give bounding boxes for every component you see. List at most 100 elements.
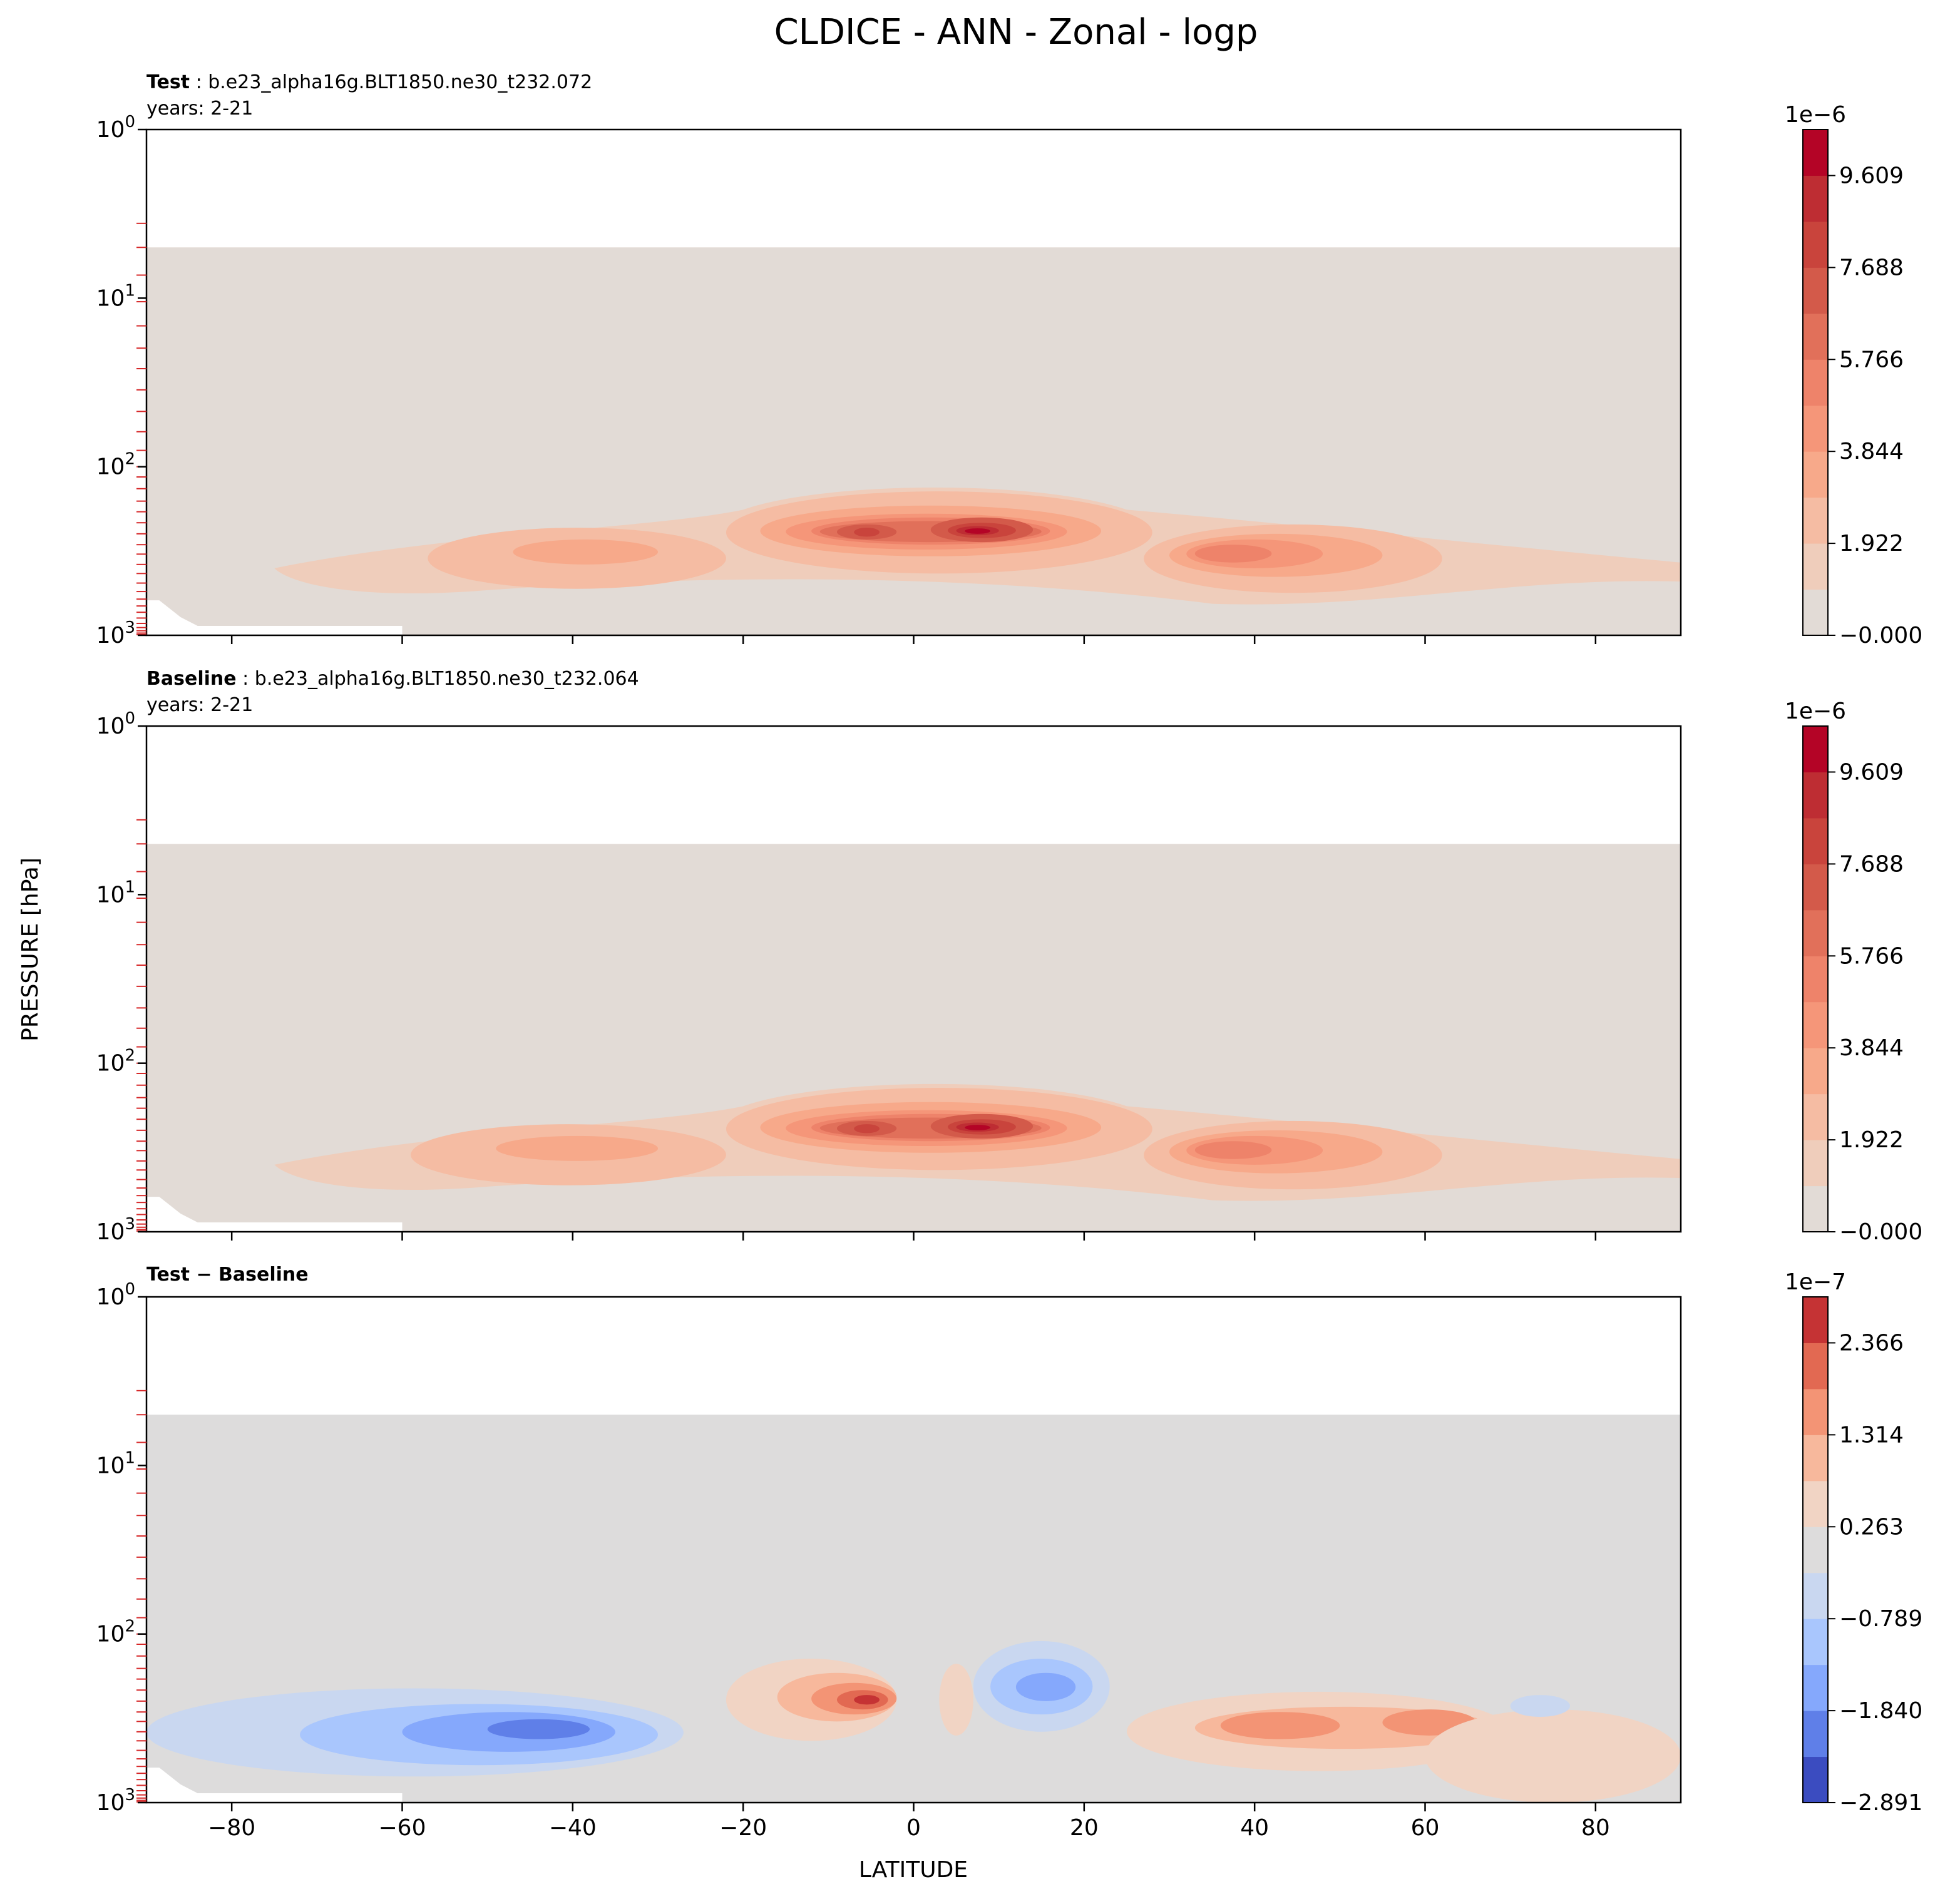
y-axis-label: PRESSURE [hPa] — [18, 857, 43, 1042]
colorbar-segment — [1803, 726, 1828, 772]
y-tick-label: 102 — [96, 1617, 135, 1647]
y-tick-label: 103 — [96, 618, 135, 648]
y-tick-exponent: 1 — [125, 1448, 135, 1467]
colorbar-tick-label: −0.789 — [1839, 1606, 1922, 1632]
y-tick-label: 102 — [96, 1047, 135, 1077]
panel-title-rest: : b.e23_alpha16g.BLT1850.ne30_t232.072 — [190, 71, 592, 93]
colorbar-segment — [1803, 1001, 1828, 1048]
y-tick-label: 101 — [96, 1448, 135, 1478]
colorbar-segment — [1803, 1480, 1828, 1527]
colorbar-segment — [1803, 1572, 1828, 1619]
colorbar-segment — [1803, 1297, 1828, 1343]
colorbar-segment — [1803, 267, 1828, 314]
colorbar-segment — [1803, 1140, 1828, 1187]
colorbar-segment — [1803, 1711, 1828, 1758]
colorbar-tick-label: 7.688 — [1839, 851, 1904, 877]
x-tick-label: 60 — [1411, 1815, 1440, 1841]
y-tick-label: 101 — [96, 281, 135, 311]
panel-subtitle: years: 2-21 — [146, 694, 253, 716]
y-tick-exponent: 1 — [125, 281, 135, 300]
contour-pos-1 — [939, 1664, 973, 1736]
panel-title: Baseline : b.e23_alpha16g.BLT1850.ne30_t… — [146, 668, 639, 690]
colorbar-tick-label: −1.840 — [1839, 1698, 1922, 1724]
colorbar-segment — [1803, 313, 1828, 360]
colorbar-tick-label: 1.922 — [1839, 531, 1904, 556]
colorbar-tick-label: 9.609 — [1839, 163, 1904, 188]
colorbar-segment — [1803, 817, 1828, 864]
panel-title: Test − Baseline — [146, 1264, 309, 1286]
colorbar-segment — [1803, 221, 1828, 268]
topography-mask — [146, 600, 403, 635]
colorbar-segment — [1803, 359, 1828, 406]
y-tick-exponent: 3 — [125, 1215, 135, 1234]
contour-field — [146, 1415, 1681, 1803]
colorbar-tick-label: 5.766 — [1839, 943, 1904, 969]
y-tick-label: 103 — [96, 1786, 135, 1816]
x-tick-label: −60 — [379, 1815, 426, 1841]
x-tick-label: 0 — [906, 1815, 921, 1841]
colorbar-segment — [1803, 451, 1828, 498]
panel-title-bold: Test − Baseline — [146, 1264, 309, 1286]
colorbar-segment — [1803, 1185, 1828, 1232]
contour-level-5 — [1194, 545, 1272, 563]
x-axis-label: LATITUDE — [859, 1857, 968, 1883]
colorbar-frame — [1802, 129, 1829, 636]
panel-title: Test : b.e23_alpha16g.BLT1850.ne30_t232.… — [146, 71, 592, 93]
colorbar-segment — [1803, 956, 1828, 1003]
x-tick-label: −40 — [549, 1815, 597, 1841]
colorbar-segment — [1803, 1527, 1828, 1574]
contour-level-8 — [854, 1124, 880, 1134]
contour-level-10 — [965, 528, 991, 534]
colorbar-tick-label: 3.844 — [1839, 439, 1904, 464]
y-tick-label: 103 — [96, 1215, 135, 1245]
colorbar-segment — [1803, 909, 1828, 956]
colorbar-segment — [1803, 1048, 1828, 1095]
contour-level-3 — [496, 1135, 658, 1161]
colorbar-segment — [1803, 589, 1828, 636]
panel-subtitle: years: 2-21 — [146, 98, 253, 120]
y-tick-label: 102 — [96, 450, 135, 480]
panel-difference: 2.3661.3140.263−0.789−1.840−2.8911e−7100… — [96, 1264, 1923, 1841]
y-tick-exponent: 0 — [125, 709, 135, 728]
contour-neg-1 — [1510, 1695, 1570, 1717]
colorbar-frame — [1802, 725, 1829, 1232]
colorbar-offset: 1e−7 — [1785, 1269, 1846, 1295]
colorbar-tick-label: 5.766 — [1839, 347, 1904, 372]
colorbar-segment — [1803, 1343, 1828, 1390]
y-tick-exponent: 2 — [125, 1617, 135, 1636]
colorbar-segment — [1803, 130, 1828, 176]
contour-level-10 — [965, 1125, 991, 1130]
colorbar-segment — [1803, 1093, 1828, 1140]
colorbar-offset: 1e−6 — [1785, 699, 1846, 724]
colorbar-segment — [1803, 772, 1828, 819]
panel-baseline: 9.6097.6885.7663.8441.922−0.0001e−610010… — [96, 668, 1923, 1245]
y-tick-exponent: 3 — [125, 618, 135, 637]
colorbar-segment — [1803, 864, 1828, 911]
colorbar-tick-label: 2.366 — [1839, 1330, 1904, 1356]
colorbar-tick-label: 9.609 — [1839, 759, 1904, 785]
colorbar-tick-label: 1.922 — [1839, 1127, 1904, 1153]
contour-neg-3 — [1015, 1672, 1076, 1701]
colorbar-segment — [1803, 405, 1828, 452]
x-tick-label: −80 — [208, 1815, 255, 1841]
colorbar-segment — [1803, 175, 1828, 222]
x-tick-label: 80 — [1581, 1815, 1610, 1841]
x-tick-label: 40 — [1240, 1815, 1269, 1841]
contour-pos-1 — [1425, 1709, 1681, 1803]
contour-level-5 — [1194, 1141, 1272, 1159]
colorbar-segment — [1803, 543, 1828, 590]
colorbar-tick-label: −0.000 — [1839, 1219, 1922, 1245]
colorbar-tick-label: −0.000 — [1839, 623, 1922, 648]
colorbar-tick-label: 0.263 — [1839, 1514, 1904, 1540]
y-tick-label: 100 — [96, 113, 135, 143]
panel-test: 9.6097.6885.7663.8441.922−0.0001e−610010… — [96, 71, 1923, 648]
x-tick-label: 20 — [1070, 1815, 1099, 1841]
colorbar-frame — [1802, 1296, 1829, 1803]
x-tick-label: −20 — [719, 1815, 767, 1841]
contour-pos-3 — [1220, 1712, 1340, 1739]
contour-pos-5 — [854, 1695, 880, 1705]
topography-mask — [146, 1197, 403, 1232]
contour-field — [146, 247, 1681, 635]
y-tick-exponent: 2 — [125, 1047, 135, 1065]
y-tick-exponent: 1 — [125, 878, 135, 896]
